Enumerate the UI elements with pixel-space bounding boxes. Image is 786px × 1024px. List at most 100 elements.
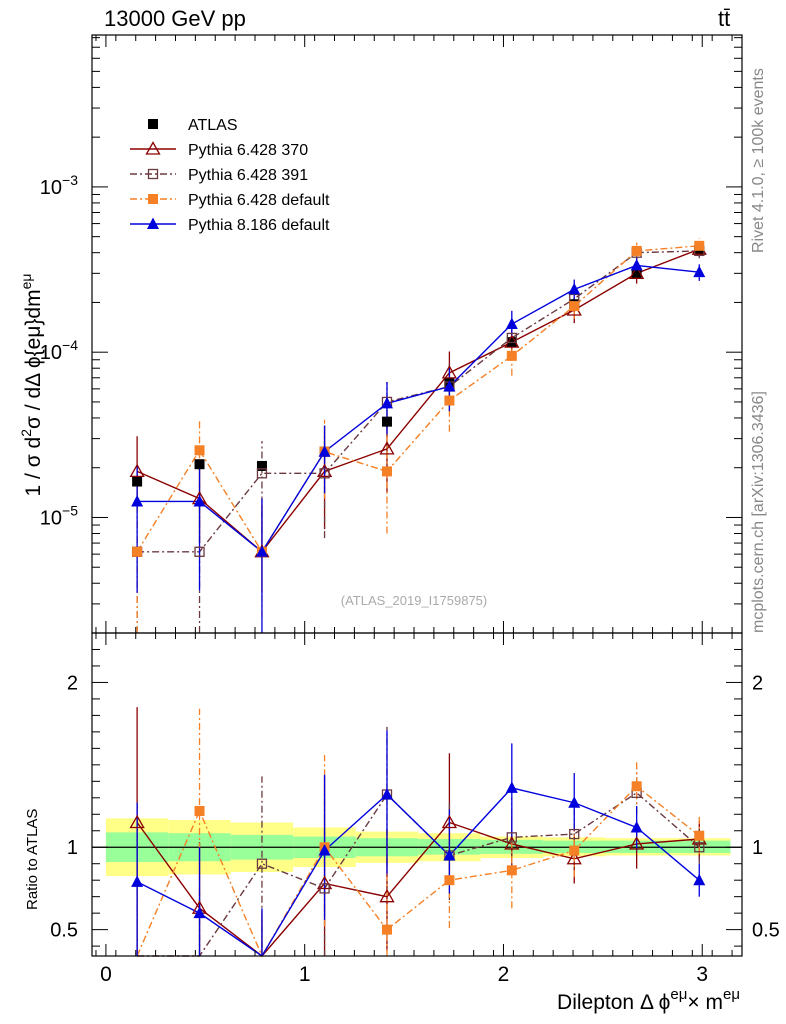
main-marker-p370 [129,463,145,478]
ratio-y-tick-label-right: 0.5 [752,920,780,942]
ratio-marker-p8 [693,873,706,886]
ratio-marker-p8 [193,906,206,919]
main-marker-p391 [194,546,205,557]
svg-text:Ratio to ATLAS: Ratio to ATLAS [24,809,41,910]
main-marker-p370 [316,463,333,478]
ratio-plot-frame [91,632,743,957]
main-marker-atlas [381,416,392,427]
markers-layer [129,240,707,935]
svg-text:1 / σ d2σ / dΔ ϕ{eμ}dmeμ: 1 / σ d2σ / dΔ ϕ{eμ}dmeμ [18,274,45,497]
legend-label-atlas: ATLAS [188,117,238,134]
ratio-marker-p8 [131,875,144,887]
ratio-marker-p8 [380,788,393,800]
main-line-p391 [137,250,700,553]
ratio-marker-p6def [194,805,205,816]
main-y-tick-label: 10−5 [40,502,78,529]
main-marker-p6def [444,395,455,406]
main-marker-p6def [694,240,705,251]
main-marker-p370 [379,441,395,455]
legend-label-p391: Pythia 6.428 391 [188,167,308,184]
legend-marker-p6def [148,194,158,204]
main-y-tick-label: 10−3 [40,172,78,199]
main-marker-p370 [441,365,458,379]
main-marker-atlas [256,460,267,471]
x-tick-label: 2 [498,963,510,986]
legend-marker-p370 [145,141,161,155]
axes-layer: 0 1 2 3 10−5 10−4 10−3 0.5 0.5 1 1 2 2 [40,34,780,986]
ratio-marker-p8 [318,844,331,856]
main-marker-p6def [194,445,205,456]
ratio-marker-p6def [694,830,705,841]
main-marker-p391 [256,468,268,479]
ratio-marker-p370 [629,836,645,850]
main-marker-atlas [631,268,642,279]
ratio-marker-p391 [506,832,517,843]
series-lines-layer [136,245,700,958]
ratio-line-p8 [136,787,700,958]
legend-label-p370: Pythia 6.428 370 [188,142,308,159]
ratio-marker-p8 [568,796,581,808]
ratio-uncertainty-band-layer [92,818,742,877]
legend-marker-atlas [148,119,158,129]
x-axis-label: Dilepton Δ ϕeμ× meμ [557,986,740,1014]
ratio-marker-p6def [569,845,580,856]
ratio-marker-p6def [631,781,642,792]
legend-marker-p8 [147,217,159,229]
ratio-marker-p8 [630,820,643,833]
mcplots-source-label: mcplots.cern.ch [arXiv:1306.3436] [750,391,767,633]
ratio-marker-p370 [441,814,458,829]
ratio-marker-p370 [316,875,333,890]
ratio-marker-p370 [129,814,145,829]
ratio-marker-p8 [505,781,518,793]
main-y-axis-label: 1 / σ d2σ / dΔ ϕ{eμ}dmeμ [18,274,45,497]
x-tick-label: 1 [299,963,311,986]
main-line-p6def [136,245,700,554]
main-marker-p8 [318,445,331,457]
ratio-y-tick-label: 1 [67,837,78,859]
ratio-marker-p6def [506,865,517,876]
x-tick-label: 0 [100,963,112,986]
main-marker-p8 [443,380,456,392]
ratio-marker-p6def [444,875,455,886]
main-marker-p8 [380,396,393,409]
main-marker-p8 [630,258,643,271]
x-tick-label: 3 [696,963,708,986]
ratio-line-p6def [136,785,700,958]
ratio-marker-p6def [381,924,392,935]
main-marker-p6def [381,466,392,477]
ratio-y-tick-label: 0.5 [50,920,78,942]
main-marker-p370 [629,265,645,279]
main-marker-p6def [132,546,143,557]
main-y-tick-label: 10−4 [40,337,78,364]
header-process-label: tt̄ [718,6,731,31]
main-marker-p6def [569,301,580,312]
legend-marker-p391 [147,168,159,180]
main-line-p370 [136,248,700,553]
ratio-marker-p391 [256,858,268,869]
ratio-line-p391 [137,791,700,957]
legend: ATLAS Pythia 6.428 370 Pythia 6.428 391 Pyt… [130,117,330,234]
ratio-y-axis-label: Ratio to ATLAS [24,809,41,910]
ratio-marker-p370 [566,850,582,865]
header-energy-label: 13000 GeV pp [104,6,246,31]
legend-label-p8: Pythia 8.186 default [188,217,330,234]
main-marker-atlas [132,476,143,487]
ratio-marker-p370 [504,836,520,850]
main-marker-p8 [568,282,581,295]
ratio-y-tick-label-right: 2 [752,672,763,694]
main-marker-atlas [694,245,705,256]
ratio-marker-p8 [443,848,456,861]
main-marker-p391 [506,332,517,344]
main-marker-p8 [193,494,206,507]
ratio-line-p370 [136,821,700,957]
ratio-marker-p391 [694,842,705,853]
ratio-marker-p391 [319,883,330,894]
main-marker-p8 [131,494,144,507]
main-marker-p8 [693,265,706,278]
ratio-marker-p370 [379,888,395,903]
main-marker-p6def [506,350,517,361]
ratio-y-tick-label: 2 [67,672,78,694]
legend-label-p6def: Pythia 6.428 default [188,192,330,209]
main-marker-p8 [505,317,518,330]
